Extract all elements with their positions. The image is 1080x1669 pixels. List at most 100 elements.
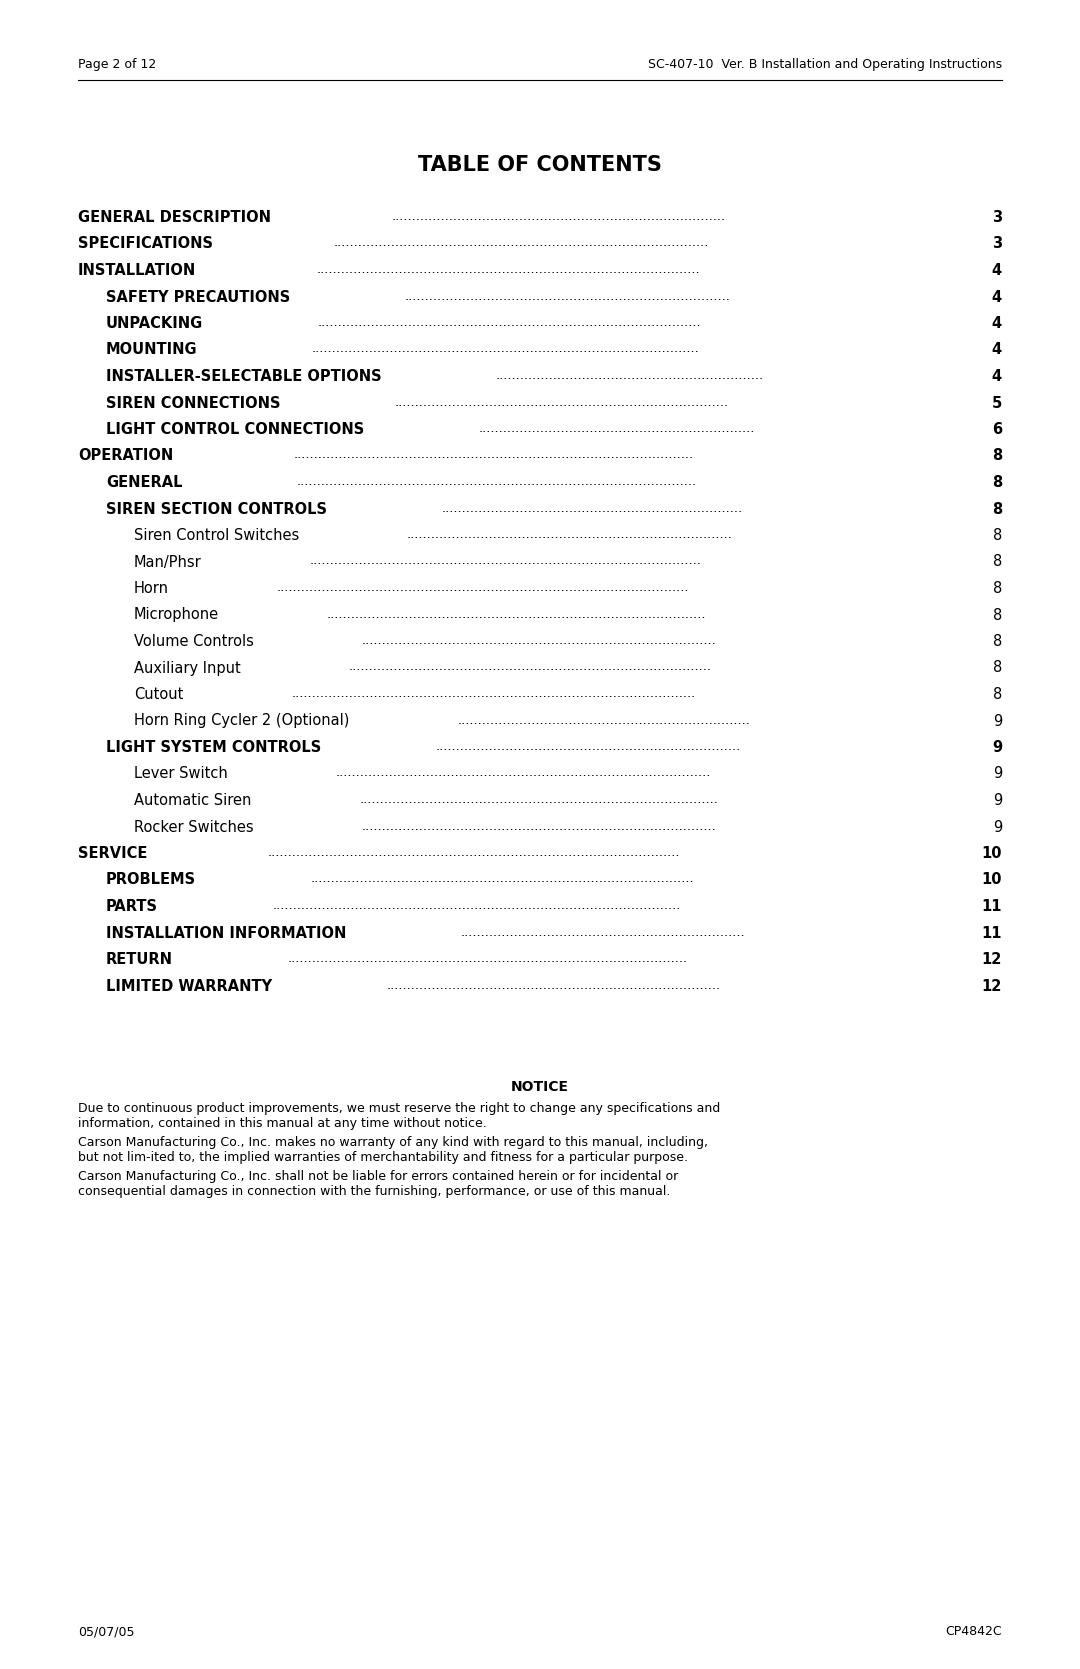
Text: 8: 8 <box>991 501 1002 516</box>
Text: 10: 10 <box>982 846 1002 861</box>
Text: information, contained in this manual at any time without notice.: information, contained in this manual at… <box>78 1118 487 1130</box>
Text: 8: 8 <box>993 688 1002 703</box>
Text: Page 2 of 12: Page 2 of 12 <box>78 58 157 72</box>
Text: ...............................................................................: ........................................… <box>404 289 730 302</box>
Text: SIREN SECTION CONTROLS: SIREN SECTION CONTROLS <box>106 501 327 516</box>
Text: SERVICE: SERVICE <box>78 846 147 861</box>
Text: 8: 8 <box>993 554 1002 569</box>
Text: SAFETY PRECAUTIONS: SAFETY PRECAUTIONS <box>106 289 291 304</box>
Text: Cutout: Cutout <box>134 688 184 703</box>
Text: 4: 4 <box>991 369 1002 384</box>
Text: CP4842C: CP4842C <box>945 1626 1002 1637</box>
Text: ...................................................................: ........................................… <box>478 422 755 436</box>
Text: ................................................................................: ........................................… <box>268 846 680 860</box>
Text: ................................................................................: ........................................… <box>349 661 712 674</box>
Text: Microphone: Microphone <box>134 608 219 623</box>
Text: ................................................................................: ........................................… <box>294 449 693 462</box>
Text: ................................................................................: ........................................… <box>327 608 706 621</box>
Text: .........................................................................: ........................................… <box>441 501 742 514</box>
Text: INSTALLER-SELECTABLE OPTIONS: INSTALLER-SELECTABLE OPTIONS <box>106 369 381 384</box>
Text: 8: 8 <box>991 449 1002 464</box>
Text: Horn: Horn <box>134 581 168 596</box>
Text: Carson Manufacturing Co., Inc. makes no warranty of any kind with regard to this: Carson Manufacturing Co., Inc. makes no … <box>78 1137 708 1148</box>
Text: INSTALLATION: INSTALLATION <box>78 264 197 279</box>
Text: SIREN CONNECTIONS: SIREN CONNECTIONS <box>106 396 281 411</box>
Text: 9: 9 <box>993 714 1002 728</box>
Text: ................................................................................: ........................................… <box>336 766 711 779</box>
Text: LIGHT CONTROL CONNECTIONS: LIGHT CONTROL CONNECTIONS <box>106 422 364 437</box>
Text: SPECIFICATIONS: SPECIFICATIONS <box>78 237 213 252</box>
Text: but not lim-ited to, the implied warranties of merchantability and fitness for a: but not lim-ited to, the implied warrant… <box>78 1152 688 1165</box>
Text: LIGHT SYSTEM CONTROLS: LIGHT SYSTEM CONTROLS <box>106 739 321 754</box>
Text: consequential damages in connection with the furnishing, performance, or use of : consequential damages in connection with… <box>78 1185 671 1198</box>
Text: SC-407-10  Ver. B Installation and Operating Instructions: SC-407-10 Ver. B Installation and Operat… <box>648 58 1002 72</box>
Text: ................................................................................: ........................................… <box>391 210 726 224</box>
Text: 4: 4 <box>991 289 1002 304</box>
Text: ................................................................................: ........................................… <box>276 581 689 594</box>
Text: ................................................................................: ........................................… <box>310 873 693 886</box>
Text: Rocker Switches: Rocker Switches <box>134 819 254 834</box>
Text: 9: 9 <box>993 819 1002 834</box>
Text: TABLE OF CONTENTS: TABLE OF CONTENTS <box>418 155 662 175</box>
Text: ...............................................................................: ........................................… <box>407 527 733 541</box>
Text: ................................................................................: ........................................… <box>362 819 716 833</box>
Text: MOUNTING: MOUNTING <box>106 342 198 357</box>
Text: 3: 3 <box>991 210 1002 225</box>
Text: LIMITED WARRANTY: LIMITED WARRANTY <box>106 978 272 993</box>
Text: ................................................................................: ........................................… <box>387 978 720 991</box>
Text: Volume Controls: Volume Controls <box>134 634 254 649</box>
Text: 4: 4 <box>991 264 1002 279</box>
Text: 8: 8 <box>993 527 1002 542</box>
Text: ................................................................................: ........................................… <box>360 793 718 806</box>
Text: GENERAL DESCRIPTION: GENERAL DESCRIPTION <box>78 210 271 225</box>
Text: NOTICE: NOTICE <box>511 1080 569 1093</box>
Text: 12: 12 <box>982 978 1002 993</box>
Text: ................................................................................: ........................................… <box>316 264 700 275</box>
Text: 4: 4 <box>991 315 1002 330</box>
Text: ................................................................................: ........................................… <box>362 634 716 648</box>
Text: ................................................................................: ........................................… <box>287 951 687 965</box>
Text: PROBLEMS: PROBLEMS <box>106 873 197 888</box>
Text: INSTALLATION INFORMATION: INSTALLATION INFORMATION <box>106 926 347 941</box>
Text: 3: 3 <box>991 237 1002 252</box>
Text: 11: 11 <box>982 900 1002 915</box>
Text: 9: 9 <box>993 766 1002 781</box>
Text: Horn Ring Cycler 2 (Optional): Horn Ring Cycler 2 (Optional) <box>134 714 349 728</box>
Text: .................................................................: ........................................… <box>496 369 764 382</box>
Text: 12: 12 <box>982 951 1002 966</box>
Text: ................................................................................: ........................................… <box>292 688 696 699</box>
Text: 8: 8 <box>993 608 1002 623</box>
Text: ..........................................................................: ........................................… <box>435 739 741 753</box>
Text: ................................................................................: ........................................… <box>312 342 700 355</box>
Text: 6: 6 <box>991 422 1002 437</box>
Text: 4: 4 <box>991 342 1002 357</box>
Text: 8: 8 <box>993 634 1002 649</box>
Text: Lever Switch: Lever Switch <box>134 766 228 781</box>
Text: 11: 11 <box>982 926 1002 941</box>
Text: 9: 9 <box>993 793 1002 808</box>
Text: 10: 10 <box>982 873 1002 888</box>
Text: Carson Manufacturing Co., Inc. shall not be liable for errors contained herein o: Carson Manufacturing Co., Inc. shall not… <box>78 1170 678 1183</box>
Text: ................................................................................: ........................................… <box>310 554 702 567</box>
Text: 8: 8 <box>993 661 1002 676</box>
Text: Automatic Siren: Automatic Siren <box>134 793 252 808</box>
Text: .......................................................................: ........................................… <box>457 714 751 726</box>
Text: 8: 8 <box>991 476 1002 491</box>
Text: OPERATION: OPERATION <box>78 449 173 464</box>
Text: .....................................................................: ........................................… <box>460 926 745 938</box>
Text: ................................................................................: ........................................… <box>394 396 729 409</box>
Text: Man/Phsr: Man/Phsr <box>134 554 202 569</box>
Text: 9: 9 <box>991 739 1002 754</box>
Text: 8: 8 <box>993 581 1002 596</box>
Text: Siren Control Switches: Siren Control Switches <box>134 527 299 542</box>
Text: PARTS: PARTS <box>106 900 158 915</box>
Text: GENERAL: GENERAL <box>106 476 183 491</box>
Text: 05/07/05: 05/07/05 <box>78 1626 135 1637</box>
Text: ................................................................................: ........................................… <box>334 237 708 249</box>
Text: ................................................................................: ........................................… <box>272 900 680 911</box>
Text: ................................................................................: ........................................… <box>318 315 701 329</box>
Text: 5: 5 <box>991 396 1002 411</box>
Text: Auxiliary Input: Auxiliary Input <box>134 661 241 676</box>
Text: ................................................................................: ........................................… <box>297 476 697 487</box>
Text: UNPACKING: UNPACKING <box>106 315 203 330</box>
